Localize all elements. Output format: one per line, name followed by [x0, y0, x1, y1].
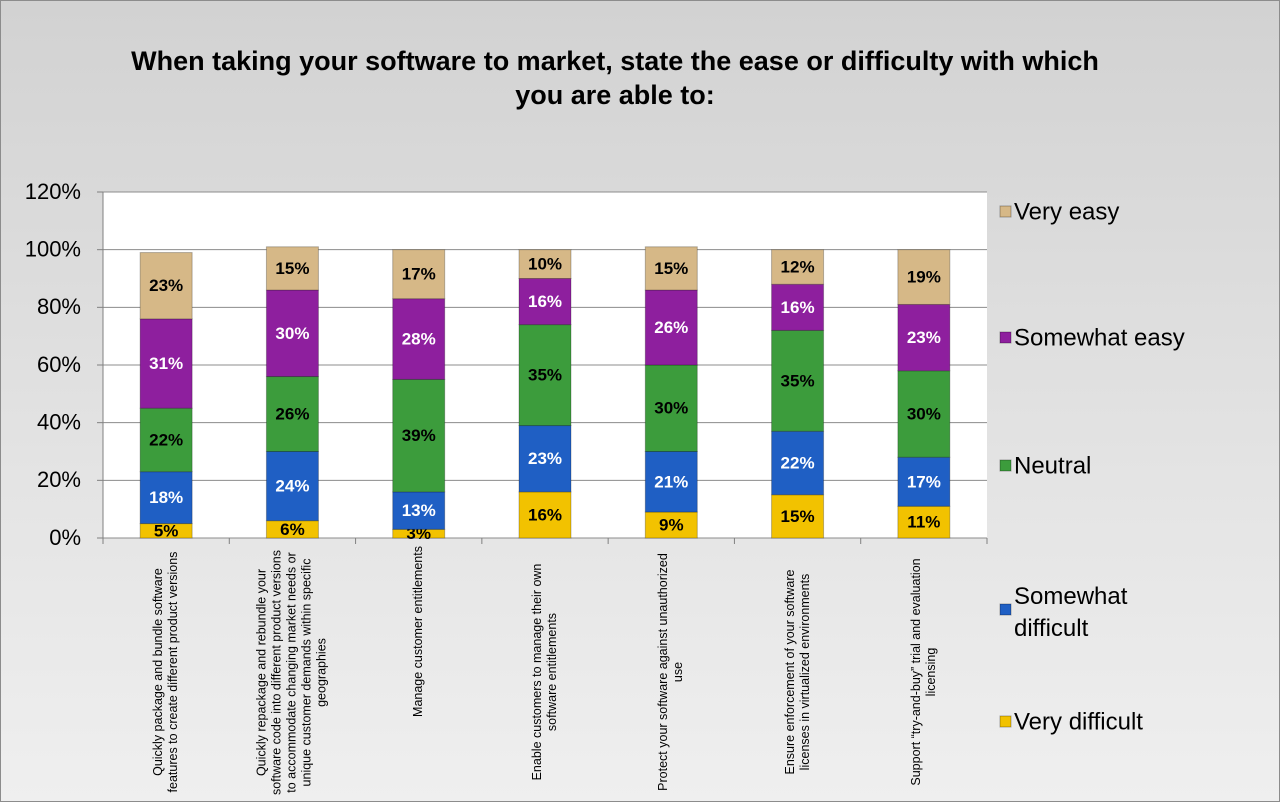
bar-segment	[771, 283, 825, 331]
data-label: 16%	[781, 298, 815, 317]
bar-segment	[897, 249, 951, 305]
y-tick-label: 0%	[49, 525, 81, 550]
legend-label: Very easy	[1014, 198, 1119, 225]
data-label: 30%	[654, 399, 688, 418]
data-label: 17%	[907, 472, 941, 491]
data-label: 30%	[275, 324, 309, 343]
data-label: 19%	[907, 268, 941, 287]
x-tick-label: Quickly package and bundle software feat…	[151, 551, 181, 793]
data-label: 35%	[781, 371, 815, 390]
data-label: 23%	[907, 328, 941, 347]
bar-segment	[139, 318, 193, 409]
data-label: 18%	[149, 488, 183, 507]
data-label: 15%	[781, 507, 815, 526]
bar-segment	[392, 249, 446, 300]
y-tick-label: 100%	[25, 236, 81, 261]
x-tick-label: Protect your software against unauthoriz…	[656, 553, 686, 791]
data-label: 6%	[280, 520, 305, 539]
bar-segment	[265, 451, 319, 522]
x-tick-label: Enable customers to manage their own sof…	[530, 563, 559, 781]
data-label: 21%	[654, 472, 688, 491]
data-label: 16%	[528, 292, 562, 311]
data-label: 35%	[528, 366, 562, 385]
bar-segment	[771, 430, 825, 496]
legend-swatch	[999, 331, 1012, 344]
y-tick-label: 60%	[37, 352, 81, 377]
bar-segment	[897, 370, 951, 458]
data-label: 16%	[528, 505, 562, 524]
bar-segment	[518, 425, 572, 493]
data-label: 13%	[402, 501, 436, 520]
bar-segment	[771, 329, 825, 432]
bar-segment	[392, 491, 446, 530]
bar-segment	[771, 494, 825, 539]
bar-segment	[644, 451, 698, 513]
legend-swatch	[999, 205, 1012, 218]
legend-label: Neutral	[1014, 452, 1091, 479]
data-label: 30%	[907, 405, 941, 424]
y-tick-label: 20%	[37, 467, 81, 492]
data-label: 5%	[154, 521, 179, 540]
bar-segment	[265, 289, 319, 378]
legend-label: Somewhat easy	[1014, 324, 1185, 351]
bar-segment	[518, 491, 572, 539]
data-label: 9%	[659, 516, 684, 535]
data-label: 15%	[654, 259, 688, 278]
data-label: 26%	[654, 318, 688, 337]
bar-segment	[139, 471, 193, 525]
y-tick-label: 40%	[37, 409, 81, 434]
bar-segment	[392, 298, 446, 380]
data-label: 28%	[402, 330, 436, 349]
data-label: 11%	[907, 513, 940, 532]
data-label: 10%	[528, 255, 562, 274]
data-label: 22%	[781, 454, 815, 473]
bar-segment	[265, 376, 319, 452]
data-label: 24%	[275, 477, 309, 496]
data-label: 17%	[402, 265, 436, 284]
data-label: 23%	[528, 449, 562, 468]
bar-segment	[518, 324, 572, 427]
bar-segment	[644, 289, 698, 366]
legend-label: Very difficult	[1014, 708, 1143, 735]
bar-segment	[897, 303, 951, 372]
data-label: 26%	[275, 405, 309, 424]
x-tick-label: Support “try-and-buy” trial and evaluati…	[908, 558, 938, 786]
bar-segment	[139, 252, 193, 320]
legend-swatch	[999, 715, 1012, 728]
legend-swatch	[999, 459, 1012, 472]
legend-label: Somewhat difficult	[1014, 583, 1128, 642]
x-tick-label: Ensure enforcement of your software lice…	[782, 569, 812, 775]
bar-segment	[518, 278, 572, 326]
legend-swatch	[999, 603, 1012, 616]
bar-segment	[392, 378, 446, 493]
bar-segment	[644, 364, 698, 452]
bar-segment	[265, 246, 319, 291]
bar-segment	[897, 505, 951, 539]
y-tick-label: 80%	[37, 294, 81, 319]
bar-segment	[771, 249, 825, 285]
x-tick-label: Quickly repackage and rebundle your soft…	[254, 549, 329, 795]
x-tick-label: Manage customer entitlements	[411, 546, 426, 717]
chart-title: When taking your software to market, sta…	[131, 46, 1099, 110]
bar-segment	[139, 407, 193, 473]
bar-segment	[518, 249, 572, 280]
data-label: 23%	[149, 276, 183, 295]
y-tick-label: 120%	[25, 179, 81, 204]
data-label: 22%	[149, 430, 183, 449]
data-label: 31%	[149, 354, 183, 373]
bar-segment	[644, 246, 698, 291]
data-label: 12%	[781, 257, 815, 276]
data-label: 39%	[402, 426, 436, 445]
data-label: 15%	[275, 259, 309, 278]
